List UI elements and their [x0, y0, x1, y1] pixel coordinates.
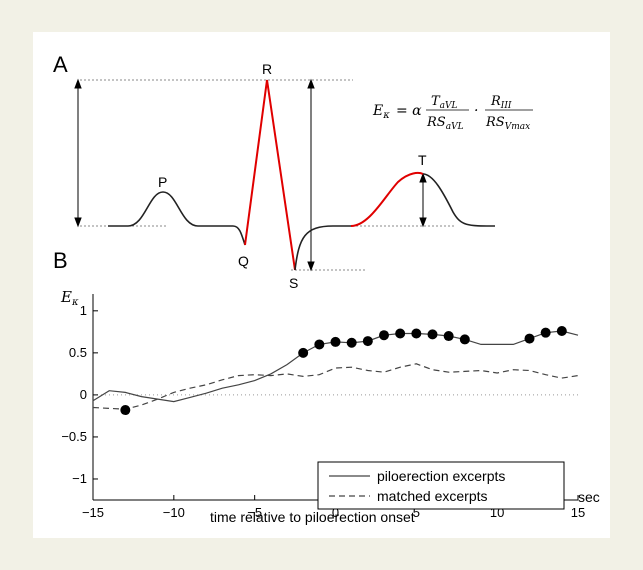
x-tick-label: −15 [82, 505, 104, 520]
y-tick-label: 1 [80, 303, 87, 318]
rs-amplitude-arrowhead-top [307, 78, 315, 89]
legend-box [317, 461, 565, 510]
measurement-arrows [74, 78, 427, 272]
legend-label-matched: matched excerpts [377, 488, 488, 504]
legend-label-piloerection: piloerection excerpts [377, 468, 505, 484]
significance-marker [362, 336, 373, 347]
rs-amplitude-arrowhead-bottom [307, 261, 315, 272]
formula-frac2-denominator: RSVmax [485, 115, 530, 132]
formula-frac1-numerator: TaVL [431, 94, 458, 111]
significance-marker [298, 347, 309, 358]
significance-marker [524, 333, 535, 344]
panel-b-label: B [53, 248, 68, 273]
panel-b: B Eκ 10.50−0.5−1−15 −10 −5 0 5 10 15 time rela… [53, 248, 600, 525]
significance-marker [314, 339, 325, 350]
x-tick-label: −10 [163, 505, 185, 520]
figure-card: A P Q R S T Eκ [33, 32, 610, 538]
y-tick-label: −1 [72, 471, 87, 486]
formula-dot: · [474, 103, 478, 119]
formula-frac2-numerator: RIII [490, 94, 512, 111]
significance-marker [459, 334, 470, 345]
panel-a: A P Q R S T Eκ [53, 52, 533, 291]
formula-lhs: Eκ [372, 103, 390, 121]
significance-marker [443, 331, 454, 342]
wave-label-q: Q [238, 253, 249, 269]
significance-marker [427, 329, 438, 340]
significance-marker [395, 328, 406, 339]
r-amplitude-arrowhead-top [74, 78, 82, 89]
wave-label-t: T [418, 152, 427, 168]
x-tick-label: 15 [571, 505, 585, 520]
x-tick-label: 0 [332, 505, 339, 520]
formula-frac1-denominator: RSaVL [426, 115, 464, 132]
ecg-trace-t-rise [350, 172, 424, 227]
wave-label-s: S [289, 275, 298, 291]
significance-marker [411, 328, 422, 339]
y-axis-label: Eκ [60, 288, 79, 308]
wave-label-p: P [158, 174, 167, 190]
significance-marker [330, 336, 341, 347]
x-tick-label: −5 [247, 505, 262, 520]
t-amplitude-arrowhead-bottom [419, 217, 427, 228]
significance-marker [540, 327, 551, 338]
wave-label-r: R [262, 61, 272, 77]
figure-svg: A P Q R S T Eκ [53, 52, 600, 525]
t-amplitude-arrowhead-top [419, 172, 427, 183]
formula-eq: = α [396, 103, 422, 119]
ecg-trace-t-fall [422, 173, 496, 227]
y-tick-label: 0.5 [69, 345, 87, 360]
series-line-matched [92, 363, 579, 410]
legend: piloerection excerpts matched excerpts [317, 461, 565, 510]
panel-a-label: A [53, 52, 68, 77]
y-tick-label: 0 [80, 387, 87, 402]
ecg-trace-p-q [108, 191, 246, 246]
ecg-trace-st [294, 225, 351, 271]
x-axis-label: time relative to piloerection onset [210, 509, 415, 525]
x-axis-unit: sec [578, 489, 600, 505]
significance-marker [120, 405, 131, 416]
significance-marker [379, 330, 389, 341]
y-tick-label: −0.5 [61, 429, 87, 444]
ecg-trace-qrs [244, 79, 296, 271]
r-amplitude-arrowhead-bottom [74, 217, 82, 228]
x-tick-label: 5 [413, 505, 420, 520]
significance-marker [556, 325, 567, 336]
formula: Eκ = α TaVL RSaVL · RIII RSVmax [372, 94, 533, 132]
significance-marker [346, 337, 357, 348]
